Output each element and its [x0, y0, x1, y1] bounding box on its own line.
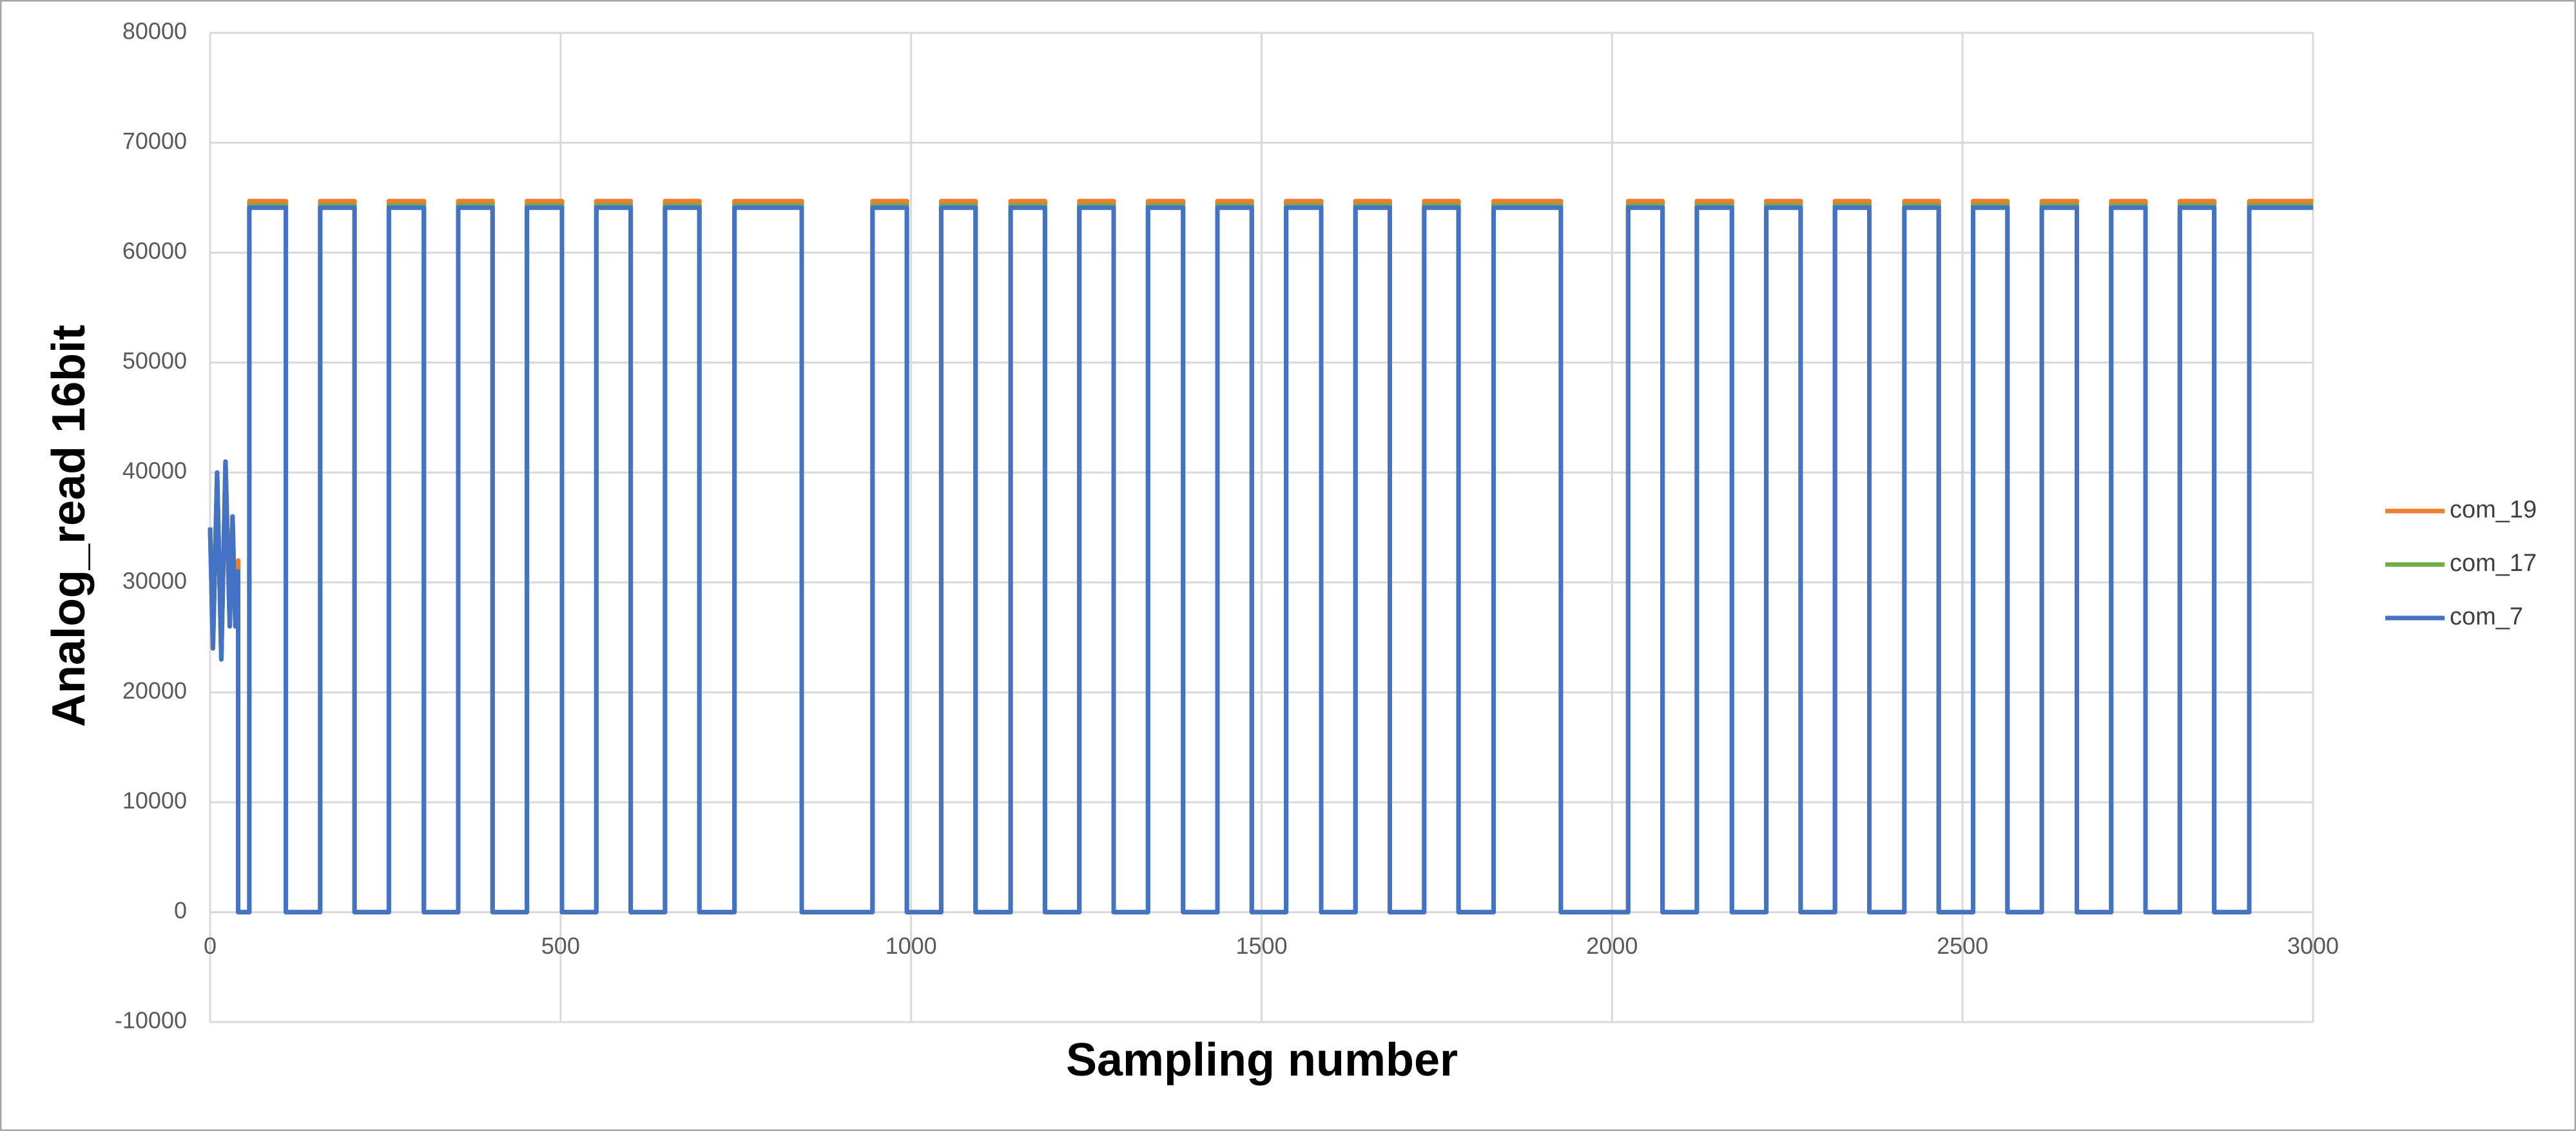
- y-tick-label: 20000: [122, 677, 187, 704]
- y-tick-label: 0: [174, 897, 187, 923]
- data-line: [208, 205, 2313, 914]
- y-tick-label: 60000: [122, 238, 187, 264]
- y-tick-label: 70000: [122, 128, 187, 154]
- legend-label: com_7: [2450, 603, 2523, 630]
- y-axis-title: Analog_read 16bit: [43, 325, 95, 727]
- y-tick-label: 50000: [122, 347, 187, 374]
- x-tick-label: 1500: [1235, 933, 1287, 959]
- x-tick-label: 3000: [2287, 933, 2339, 959]
- x-tick-label: 0: [204, 933, 217, 959]
- y-tick-label: 40000: [122, 458, 187, 484]
- y-tick-label: 80000: [122, 18, 187, 44]
- x-tick-label: 2000: [1586, 933, 1638, 959]
- x-axis-title: Sampling number: [1066, 1034, 1458, 1086]
- legend-label: com_19: [2450, 496, 2537, 523]
- x-tick-label: 500: [541, 933, 580, 959]
- x-tick-label: 2500: [1937, 933, 1988, 959]
- y-tick-label: 10000: [122, 787, 187, 813]
- data-line: [208, 198, 2313, 914]
- legend-label: com_17: [2450, 550, 2537, 577]
- y-tick-label: 30000: [122, 567, 187, 594]
- x-tick-label: 1000: [886, 933, 937, 959]
- y-tick-label: -10000: [115, 1007, 187, 1034]
